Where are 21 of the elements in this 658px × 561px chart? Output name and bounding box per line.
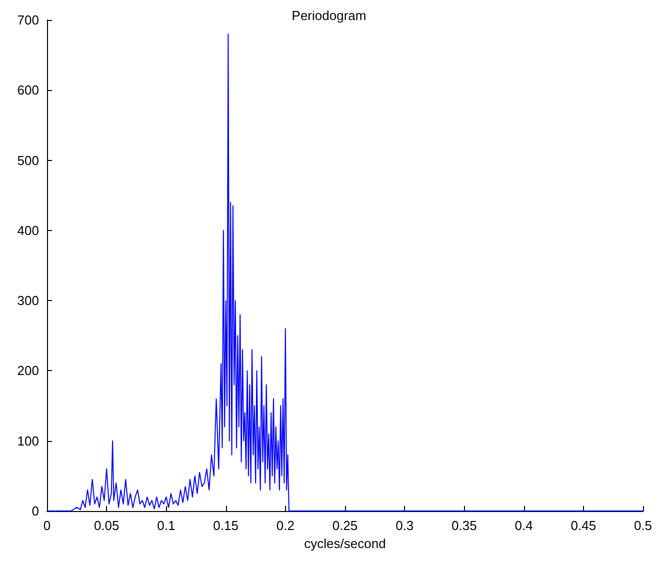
x-tick-label: 0.35 bbox=[452, 518, 477, 533]
x-tick-label: 0.25 bbox=[332, 518, 358, 533]
y-tick-label: 700 bbox=[17, 12, 39, 28]
x-tick-label: 0.1 bbox=[157, 518, 176, 533]
y-tick-label: 100 bbox=[17, 433, 39, 448]
x-tick-label: 0.45 bbox=[570, 518, 596, 533]
x-tick-label: 0.3 bbox=[396, 518, 414, 533]
x-tick-label: 0.2 bbox=[276, 518, 294, 533]
y-tick-label: 600 bbox=[17, 82, 39, 98]
y-tick-label: 300 bbox=[17, 293, 39, 308]
y-tick-label: 500 bbox=[17, 152, 39, 168]
chart-title: Periodogram bbox=[292, 8, 366, 23]
x-tick-label: 0.05 bbox=[94, 518, 120, 533]
y-tick-label: 400 bbox=[17, 222, 39, 238]
y-tick-label: 200 bbox=[17, 363, 39, 378]
x-tick-label: 0 bbox=[43, 518, 51, 533]
x-tick-label: 0.4 bbox=[514, 518, 533, 533]
x-tick-label: 0.5 bbox=[634, 518, 652, 533]
y-tick-label: 0 bbox=[32, 504, 39, 518]
x-tick-label: 0.15 bbox=[213, 518, 238, 533]
x-axis-title: cycles/second bbox=[304, 536, 386, 551]
